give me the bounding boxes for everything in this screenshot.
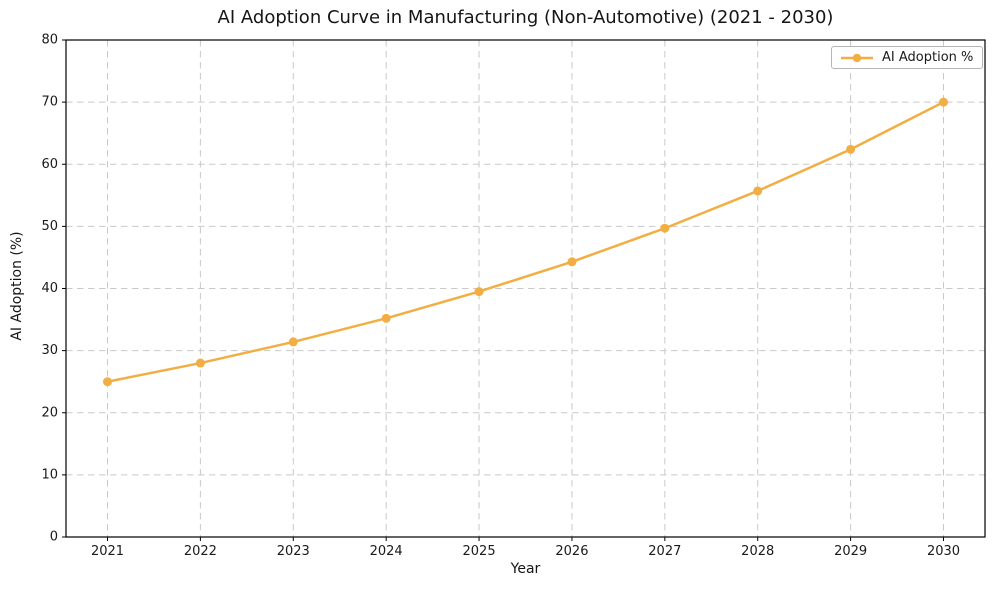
x-tick-label: 2028: [741, 544, 774, 559]
data-point: [381, 313, 391, 323]
data-line: [106, 100, 945, 383]
data-point: [846, 144, 856, 154]
y-tick-label: 0: [50, 530, 58, 545]
x-tick-label: 2026: [555, 544, 588, 559]
legend-line-sample: [841, 53, 873, 62]
x-axis-label: Year: [510, 561, 541, 577]
y-tick-label: 20: [41, 405, 58, 420]
data-point: [195, 358, 205, 368]
legend-label: AI Adoption %: [882, 50, 974, 65]
y-tick-label: 30: [41, 343, 58, 358]
x-tick-label: 2027: [648, 544, 681, 559]
x-tick-label: 2029: [834, 544, 867, 559]
data-point: [288, 337, 298, 347]
data-point: [753, 186, 763, 196]
y-tick-label: 60: [41, 157, 58, 172]
data-point: [660, 223, 670, 233]
y-tick-label: 80: [41, 33, 58, 48]
x-tick-label: 2024: [370, 544, 403, 559]
y-tick-label: 40: [41, 281, 58, 296]
x-tick-label: 2030: [927, 544, 960, 559]
y-tick-label: 50: [41, 219, 58, 234]
data-point: [103, 377, 112, 387]
x-tick-label: 2021: [91, 544, 124, 559]
data-point: [474, 287, 484, 297]
y-axis-label: AI Adoption (%): [9, 231, 25, 341]
y-tick-label: 70: [41, 95, 58, 110]
chart-title: AI Adoption Curve in Manufacturing (Non-…: [217, 7, 834, 28]
legend: AI Adoption %: [831, 46, 984, 69]
y-tick-label: 10: [41, 467, 58, 482]
data-point: [939, 97, 948, 107]
x-tick-label: 2025: [463, 544, 496, 559]
x-tick-label: 2022: [184, 544, 217, 559]
x-tick-label: 2023: [277, 544, 310, 559]
data-point: [567, 257, 577, 267]
